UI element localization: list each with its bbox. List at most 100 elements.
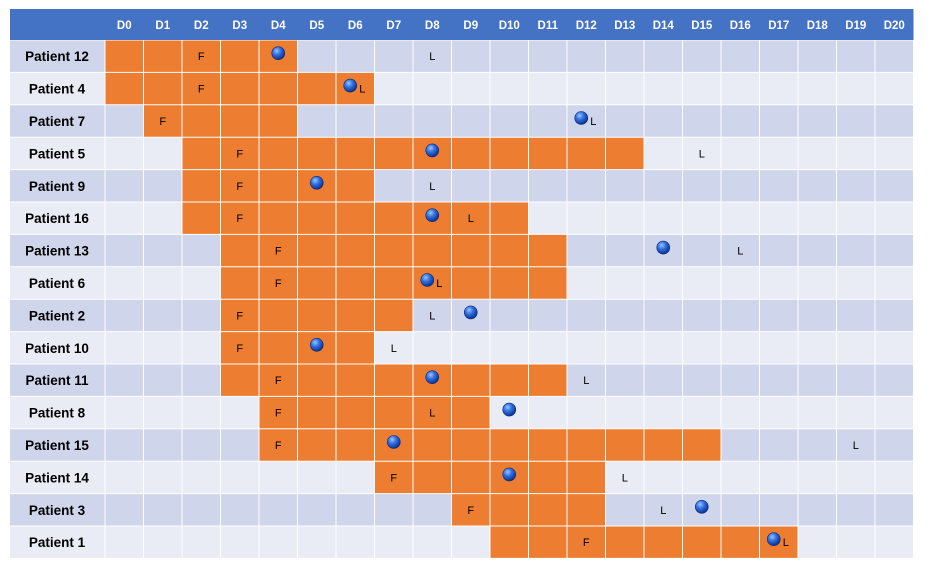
row-label: Patient 7 [29,114,85,129]
f-marker: F [275,408,282,420]
l-marker: L [468,213,474,225]
f-marker: F [159,116,166,128]
l-marker: L [436,278,442,290]
dot-marker [694,499,709,514]
f-marker: F [198,51,205,63]
f-marker: F [236,148,243,160]
column-header-label: D13 [614,20,635,32]
row-label: Patient 9 [29,179,85,194]
row-band [10,169,914,202]
treatment-span [105,40,298,73]
treatment-span [220,234,567,267]
row-band [10,331,914,364]
row-label: Patient 12 [25,49,89,64]
f-marker: F [467,505,474,517]
dot-marker [309,176,324,190]
column-header-label: D20 [884,20,905,32]
column-header-label: D3 [232,20,247,32]
treatment-span [220,299,413,332]
l-marker: L [583,375,589,387]
dot-marker [502,467,517,482]
column-header-label: D16 [730,20,751,32]
grid-lines [10,9,914,559]
f-marker: F [275,246,282,258]
dot-marker [425,370,440,385]
f-marker: F [583,537,590,549]
l-marker: L [391,343,397,355]
row-label: Patient 15 [25,438,89,453]
column-header-label: D9 [463,20,478,32]
treatment-span [220,364,567,397]
l-marker: L [660,505,666,517]
row-label: Patient 13 [25,244,89,259]
row-label: Patient 16 [25,211,89,226]
dot-marker [425,143,440,158]
column-header-label: D1 [155,20,170,32]
treatment-span [220,266,567,300]
treatment-span [105,72,375,105]
l-marker: L [429,310,435,322]
dot-marker [343,78,358,93]
column-header-label: D7 [386,20,401,32]
l-marker: L [853,440,859,452]
column-header-label: D2 [194,20,209,32]
l-marker: L [359,84,365,96]
row-label: Patient 6 [29,276,86,291]
l-marker: L [429,408,435,420]
column-header-label: D15 [691,20,713,32]
dot-marker [420,273,435,287]
row-label: Patient 10 [25,341,89,356]
dot-marker [656,240,671,255]
header-band [10,9,914,40]
dot-marker [271,46,286,61]
column-header-label: D19 [845,20,866,32]
l-marker: L [783,537,789,549]
column-header-label: D4 [271,20,286,32]
row-label: Patient 5 [29,146,86,161]
row-label: Patient 14 [25,470,89,485]
dot-marker [574,111,589,125]
f-marker: F [390,472,397,484]
dot-marker [502,402,517,417]
column-header-label: D8 [425,20,440,32]
treatment-span [182,202,529,235]
row-label: Patient 4 [29,82,86,97]
row-label: Patient 2 [29,308,85,323]
column-header: D0 D1 D2 D3 D4 D5 D6 D7 D8 D9 D10 D11 D12 D13 D14 D15 D1… [10,9,914,40]
column-header-label: D0 [117,20,132,32]
l-marker: L [429,181,435,193]
dot-marker [386,435,401,449]
row-band [10,299,914,332]
column-header-label: D6 [348,20,363,32]
column-header-label: D14 [653,20,675,32]
row-label: Patient 11 [25,373,89,388]
column-header-label: D10 [499,20,520,32]
f-marker: F [236,181,243,193]
treatment-span [182,169,375,202]
column-header-label: D17 [768,20,789,32]
f-marker: F [236,343,243,355]
column-header-label: D5 [309,20,324,32]
f-marker: F [275,440,282,452]
l-marker: L [699,148,705,160]
row-label: Patient 8 [29,406,86,421]
row-markers: F L F L F L F L F L F L F L F L F L F L F L F L F L F L F L F L [159,46,859,549]
f-marker: F [236,310,243,322]
row-label: Patient 1 [29,535,86,550]
f-marker: F [198,84,205,96]
l-marker: L [622,472,628,484]
column-header-label: D18 [807,20,829,32]
l-marker: L [429,51,435,63]
dot-marker [425,208,440,222]
f-marker: F [236,213,243,225]
column-header-label: D12 [576,20,597,32]
row-label: Patient 3 [29,503,86,518]
dot-marker [309,337,324,352]
row-labels: Patient 12 Patient 4 Patient 7 Patient 5 Pat… [25,49,89,550]
f-marker: F [275,375,282,387]
l-marker: L [590,116,596,128]
column-header-label: D11 [538,20,559,32]
dot-marker [766,532,781,547]
dot-marker [463,305,478,320]
